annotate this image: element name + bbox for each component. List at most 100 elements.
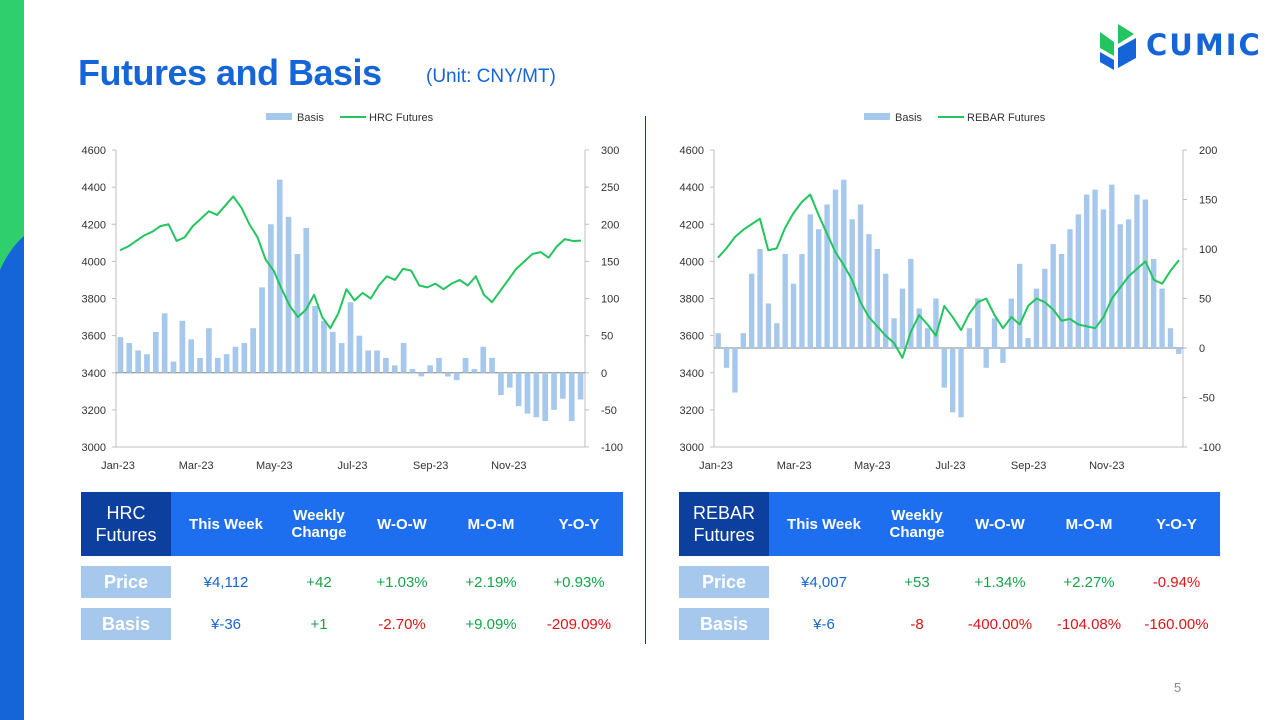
basis-bar <box>533 372 540 418</box>
basis-bar <box>462 357 469 373</box>
basis-bar <box>1025 338 1031 348</box>
left-tick-label: 3800 <box>680 294 704 306</box>
basis-bar <box>506 372 513 388</box>
basis-bar <box>206 328 212 373</box>
table-cell: -400.00% <box>967 615 1033 633</box>
basis-bar <box>542 372 549 422</box>
basis-bar <box>1092 189 1098 348</box>
basis-bar <box>975 298 981 348</box>
basis-bar <box>568 372 575 422</box>
table-cell: ¥-6 <box>813 615 835 633</box>
basis-bar <box>276 179 283 373</box>
chart-svg: 3000 3200 3400 3600 3800 4000 4200 4400 4600 -100… <box>680 112 1222 472</box>
futures-line <box>119 195 582 330</box>
basis-bar <box>782 253 788 348</box>
basis-bar <box>179 320 186 373</box>
basis-bar <box>374 350 380 373</box>
left-tick-label: 4000 <box>680 256 704 268</box>
basis-bar <box>816 229 822 348</box>
basis-bar <box>453 372 460 381</box>
left-tick-label: 3200 <box>82 405 106 417</box>
basis-bar <box>232 346 239 373</box>
left-tick-label: 3000 <box>82 442 106 454</box>
table-cell: +1 <box>310 615 328 633</box>
basis-bar <box>551 372 557 410</box>
table-cell: -0.94% <box>1152 573 1201 591</box>
table-cell: +1.34% <box>974 573 1026 591</box>
basis-bar <box>418 372 425 377</box>
table-corner-label: REBAR Futures <box>679 492 769 556</box>
basis-bar <box>799 253 805 348</box>
chart-legend: Basis REBAR Futures <box>864 112 1046 124</box>
table-cell: +2.19% <box>465 573 517 591</box>
table-cell: -209.09% <box>546 615 612 633</box>
basis-bar <box>757 249 763 348</box>
basis-bar <box>933 298 939 348</box>
column-header: M-O-M <box>1045 492 1133 556</box>
legend-entry: HRC Futures <box>369 112 434 124</box>
basis-bar <box>391 365 398 373</box>
page-title: Futures and Basis <box>78 52 382 93</box>
left-tick-label: 3000 <box>680 442 704 454</box>
section-divider <box>645 116 646 644</box>
basis-bar <box>471 369 478 373</box>
left-tick-label: 4400 <box>680 182 704 194</box>
table-cell: +2.27% <box>1063 573 1115 591</box>
row-label: Basis <box>679 608 769 640</box>
table-row: Basis ¥-36 +1 -2.70% +9.09% -209.09% <box>81 608 623 640</box>
basis-bar <box>409 369 416 373</box>
basis-bar <box>577 372 584 400</box>
basis-bar <box>329 331 336 373</box>
unit-label: (Unit: CNY/MT) <box>426 66 556 87</box>
basis-bar <box>170 361 177 373</box>
legend-bar-swatch <box>266 113 292 120</box>
right-tick-label: 150 <box>601 256 619 268</box>
basis-bar <box>321 320 327 373</box>
basis-bar <box>161 313 168 373</box>
table-cell: ¥4,112 <box>203 573 249 591</box>
basis-bar <box>1142 199 1148 348</box>
brand-sidebar <box>0 0 24 720</box>
corner-line: Futures <box>95 525 157 545</box>
left-tick-label: 4200 <box>680 219 704 231</box>
right-tick-label: 150 <box>1199 195 1217 207</box>
basis-bar <box>1159 288 1165 348</box>
basis-bar <box>916 308 922 348</box>
basis-bar <box>259 287 265 373</box>
left-tick-label: 3800 <box>82 294 106 306</box>
legend-entry: Basis <box>895 112 922 124</box>
basis-bar <box>1151 258 1157 348</box>
x-tick-label: Nov-23 <box>491 460 526 472</box>
right-tick-label: 50 <box>1199 294 1211 306</box>
basis-bar <box>749 273 755 348</box>
basis-bar <box>480 346 487 373</box>
basis-bar <box>824 204 830 348</box>
row-label: Basis <box>81 608 171 640</box>
column-header: This Week <box>769 492 879 556</box>
basis-bar <box>924 328 931 348</box>
x-tick-label: Jul-23 <box>936 460 966 472</box>
row-label: Price <box>81 566 171 598</box>
table-cell: ¥4,007 <box>801 573 847 591</box>
column-header: This Week <box>171 492 281 556</box>
basis-bar <box>1100 209 1107 348</box>
basis-bar <box>117 337 124 373</box>
basis-bar <box>857 204 864 348</box>
basis-bar <box>400 343 407 373</box>
column-header: Y-O-Y <box>535 492 623 556</box>
basis-bar <box>908 258 914 348</box>
column-header: W-O-W <box>955 492 1045 556</box>
basis-bar <box>1033 288 1040 348</box>
basis-bar <box>347 302 354 373</box>
basis-bar <box>941 348 947 388</box>
right-tick-label: 100 <box>601 294 619 306</box>
basis-bar <box>983 348 989 368</box>
table-cell: +42 <box>306 573 332 591</box>
basis-bar <box>723 348 730 368</box>
table-cell: -2.70% <box>378 615 426 633</box>
basis-bar <box>1058 253 1065 348</box>
basis-bar <box>1075 214 1081 348</box>
basis-bar <box>241 343 248 373</box>
table-row: Price ¥4,007 +53 +1.34% +2.27% -0.94% <box>679 566 1220 598</box>
hrc-futures-basis-chart: 3000 3200 3400 3600 3800 4000 4200 4400 4600 -100… <box>70 110 640 480</box>
